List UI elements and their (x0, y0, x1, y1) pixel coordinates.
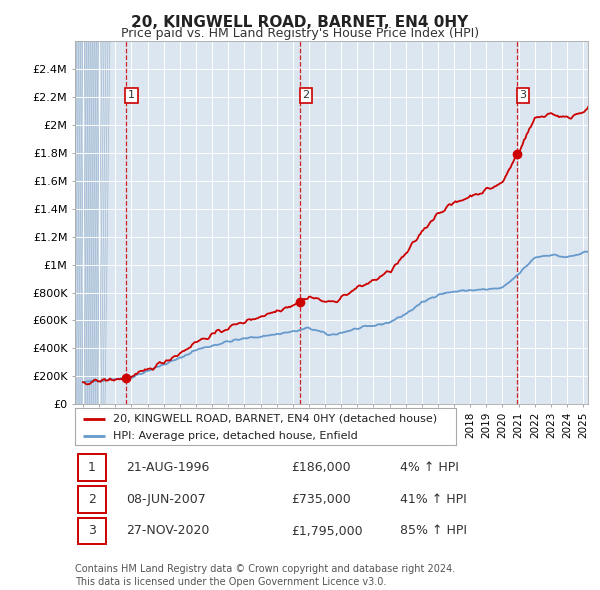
Text: £735,000: £735,000 (292, 493, 352, 506)
Text: 27-NOV-2020: 27-NOV-2020 (127, 525, 210, 537)
Text: £1,795,000: £1,795,000 (292, 525, 364, 537)
Text: 41% ↑ HPI: 41% ↑ HPI (400, 493, 467, 506)
Text: 2: 2 (302, 90, 310, 100)
Text: 1: 1 (128, 90, 135, 100)
FancyBboxPatch shape (77, 454, 106, 481)
Text: £186,000: £186,000 (292, 461, 352, 474)
Text: 85% ↑ HPI: 85% ↑ HPI (400, 525, 467, 537)
FancyBboxPatch shape (77, 517, 106, 545)
Text: 1: 1 (88, 461, 96, 474)
FancyBboxPatch shape (77, 486, 106, 513)
Text: Price paid vs. HM Land Registry's House Price Index (HPI): Price paid vs. HM Land Registry's House … (121, 27, 479, 40)
Text: 3: 3 (520, 90, 527, 100)
Text: 2: 2 (88, 493, 96, 506)
Text: 20, KINGWELL ROAD, BARNET, EN4 0HY: 20, KINGWELL ROAD, BARNET, EN4 0HY (131, 15, 469, 30)
Text: 3: 3 (88, 525, 96, 537)
Text: 08-JUN-2007: 08-JUN-2007 (127, 493, 206, 506)
Text: 21-AUG-1996: 21-AUG-1996 (127, 461, 210, 474)
Text: Contains HM Land Registry data © Crown copyright and database right 2024.
This d: Contains HM Land Registry data © Crown c… (75, 564, 455, 587)
Text: HPI: Average price, detached house, Enfield: HPI: Average price, detached house, Enfi… (113, 431, 358, 441)
Text: 4% ↑ HPI: 4% ↑ HPI (400, 461, 459, 474)
Text: 20, KINGWELL ROAD, BARNET, EN4 0HY (detached house): 20, KINGWELL ROAD, BARNET, EN4 0HY (deta… (113, 414, 437, 424)
